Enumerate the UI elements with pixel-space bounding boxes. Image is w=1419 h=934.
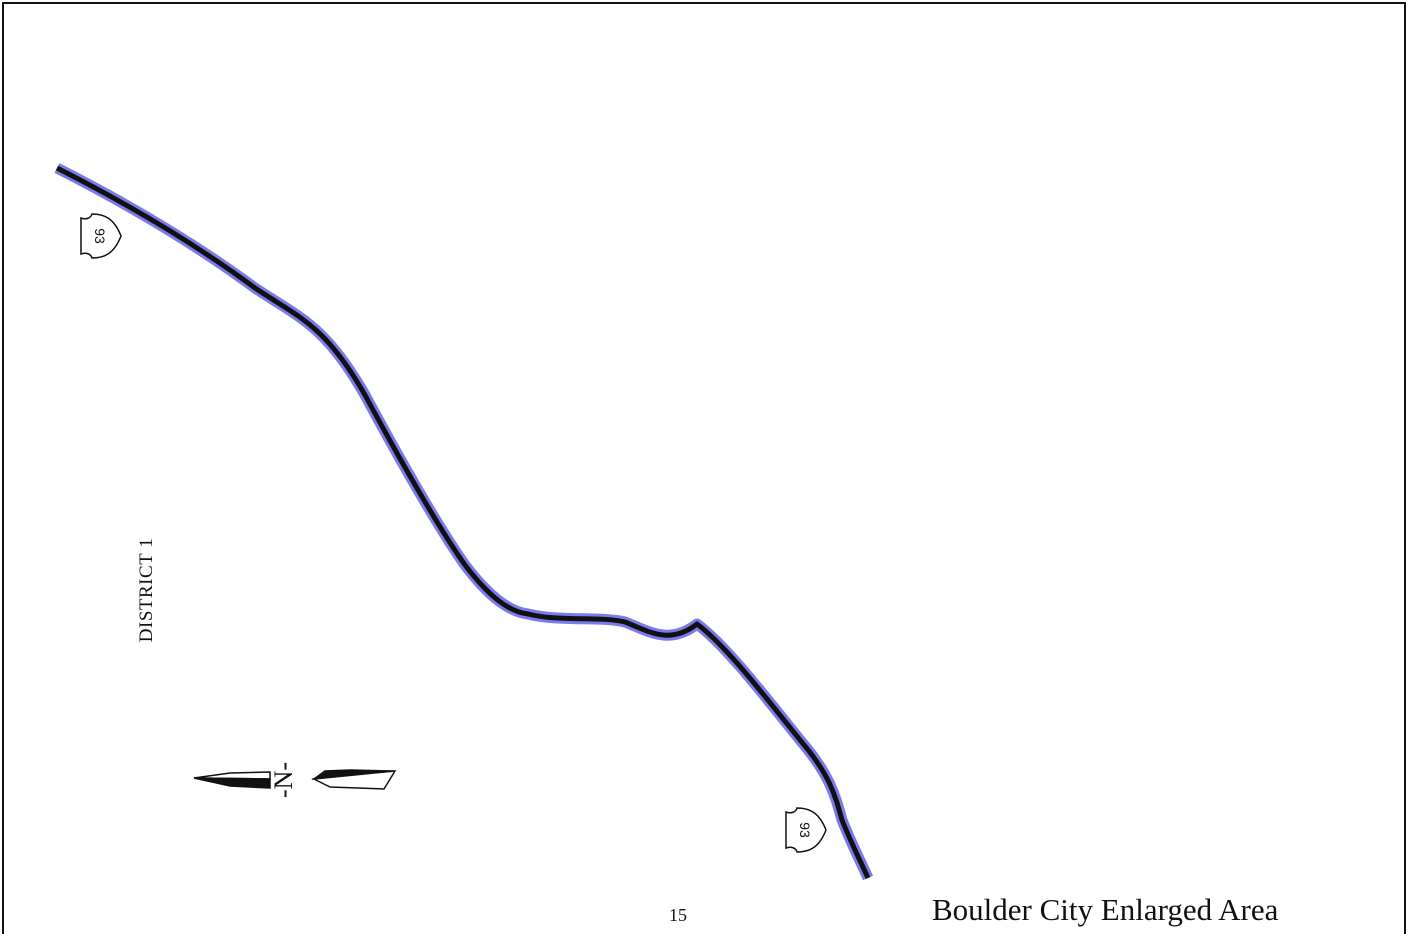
north-symbol: -N- <box>269 762 298 798</box>
us-route-shield-icon: 93 <box>80 213 122 259</box>
route-shield-number: 93 <box>797 822 813 838</box>
highway-line <box>55 165 871 880</box>
highway-us-93 <box>54 163 874 881</box>
highway-casing <box>54 163 874 881</box>
route-shield-number: 93 <box>92 228 108 244</box>
north-arrow-icon: -N- <box>193 762 397 798</box>
district-label: DISTRICT 1 <box>136 537 157 643</box>
page-number: 15 <box>669 905 687 925</box>
us-route-shield-icon: 93 <box>785 807 827 853</box>
map-title: Boulder City Enlarged Area <box>932 892 1279 927</box>
